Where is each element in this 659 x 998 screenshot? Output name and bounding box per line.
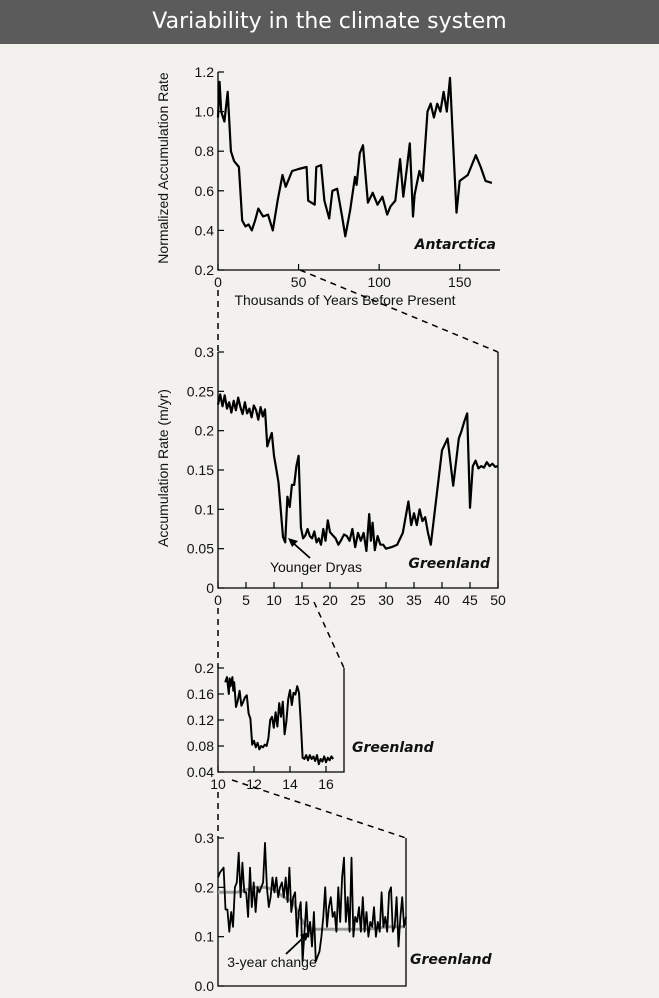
x-tick-labels: 10 12 14 16 — [210, 766, 334, 792]
y-tick-label: 0.15 — [187, 462, 214, 478]
panel-greenland-zoom: 0.04 0.08 0.12 0.16 0.2 10 12 14 16 Greenland — [187, 660, 435, 792]
x-tick-label: 30 — [378, 592, 394, 608]
y-tick-label: 1.0 — [195, 104, 215, 120]
figure-title: Variability in the climate system — [152, 9, 507, 34]
y-tick-label: 0.1 — [195, 501, 215, 517]
y-tick-label: 0.3 — [195, 344, 215, 360]
y-tick-label: 0 — [206, 580, 214, 596]
x-tick-label: 0 — [214, 592, 222, 608]
zoom-connector-right — [313, 601, 345, 669]
plot-frame — [217, 838, 407, 987]
x-tick-label: 15 — [294, 592, 310, 608]
x-tick-label: 40 — [434, 592, 450, 608]
y-tick-label: 0.25 — [187, 383, 214, 399]
zoom-connectors-2 — [217, 601, 345, 669]
y-tick-label: 0.3 — [195, 830, 215, 846]
zoom-connector-right — [299, 269, 499, 353]
region-label-greenland: Greenland — [352, 740, 435, 756]
y-tick-labels: 0.2 0.4 0.6 0.8 1.0 1.2 — [195, 64, 224, 278]
y-tick-label: 0.2 — [195, 660, 215, 676]
y-tick-label: 0.12 — [187, 712, 214, 728]
region-label-greenland: Greenland — [410, 952, 493, 968]
x-tick-labels: 0 5 10 15 20 25 30 35 40 45 50 — [214, 582, 506, 608]
y-axis-label: Accumulation Rate (m/yr) — [155, 389, 171, 547]
x-tick-label: 10 — [266, 592, 282, 608]
y-tick-label: 1.2 — [195, 64, 215, 80]
x-tick-label: 10 — [210, 776, 226, 792]
y-tick-label: 0.04 — [187, 764, 214, 780]
annotation-arrow — [285, 936, 305, 955]
x-tick-label: 25 — [350, 592, 366, 608]
data-series-line — [216, 393, 499, 553]
y-tick-labels: 0.04 0.08 0.12 0.16 0.2 — [187, 660, 224, 780]
annotation-arrow — [291, 541, 311, 559]
y-tick-label: 0.08 — [187, 738, 214, 754]
zoom-connectors-3 — [217, 779, 407, 839]
x-tick-labels: 0 50 100 150 — [214, 264, 472, 290]
x-tick-label: 50 — [291, 274, 307, 290]
annotation-arrowhead — [300, 932, 309, 941]
panel-greenland-highres: 0.0 0.1 0.2 0.3 Greenland 3-year change — [195, 830, 493, 994]
y-tick-label: 0.1 — [195, 929, 215, 945]
zoom-connectors-1 — [217, 269, 499, 353]
x-tick-label: 100 — [367, 274, 391, 290]
x-tick-label: 150 — [448, 274, 472, 290]
y-axis-label: Normalized Accumulation Rate — [155, 72, 171, 264]
x-tick-label: 14 — [282, 776, 298, 792]
figure-title-banner: Variability in the climate system — [0, 0, 659, 44]
y-tick-label: 0.2 — [195, 879, 215, 895]
x-tick-label: 5 — [242, 592, 250, 608]
y-tick-label: 0.6 — [195, 183, 215, 199]
x-tick-label: 20 — [322, 592, 338, 608]
annotation-younger-dryas: Younger Dryas — [270, 559, 362, 575]
panel-greenland-50k: 0 0.05 0.1 0.15 0.2 0.25 0.3 0 5 10 15 20 25 30 35 40 4… — [155, 344, 506, 608]
x-tick-label: 50 — [490, 592, 506, 608]
region-label-antarctica: Antarctica — [414, 237, 496, 253]
annotation-3-year-change: 3-year change — [227, 954, 317, 970]
y-tick-label: 0.2 — [195, 262, 215, 278]
annotation-arrowhead — [288, 538, 298, 547]
x-axis-label: Thousands of Years Before Present — [234, 292, 455, 308]
x-tick-label: 45 — [462, 592, 478, 608]
x-tick-label: 0 — [214, 274, 222, 290]
y-tick-label: 0.2 — [195, 423, 215, 439]
data-series-line — [216, 76, 493, 238]
region-label-greenland: Greenland — [408, 556, 491, 572]
y-tick-label: 0.0 — [195, 978, 215, 994]
y-tick-label: 0.8 — [195, 143, 215, 159]
zoom-connector-right — [231, 779, 407, 839]
panel-antarctica: 0.2 0.4 0.6 0.8 1.0 1.2 0 50 100 150 Normalized … — [155, 64, 500, 308]
y-tick-label: 0.16 — [187, 686, 214, 702]
x-tick-label: 12 — [246, 776, 262, 792]
data-series-line — [224, 676, 335, 766]
y-tick-label: 0.05 — [187, 541, 214, 557]
x-tick-label: 35 — [406, 592, 422, 608]
y-tick-labels: 0.0 0.1 0.2 0.3 — [195, 830, 224, 994]
x-tick-label: 16 — [318, 776, 334, 792]
y-tick-labels: 0 0.05 0.1 0.15 0.2 0.25 0.3 — [187, 344, 224, 596]
y-tick-label: 0.4 — [195, 222, 215, 238]
data-series-line — [217, 842, 407, 963]
